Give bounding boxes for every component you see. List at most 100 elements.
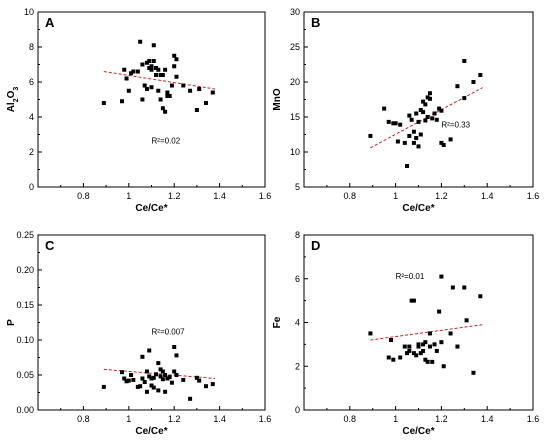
x-tick-label: 1.2 [168,414,181,424]
data-point [439,274,444,279]
data-point [140,354,145,359]
data-point [439,108,444,113]
data-point [129,71,134,76]
data-point [409,117,414,122]
panel-d: 0.8 1 1.2 1.4 1.6 0 2 4 6 8 D Ce/Ce* Fe R²=0.01 [272,230,539,437]
y-tick-label: 0.10 [16,335,34,345]
panel-b: 0.8 1 1.2 1.4 1.6 5 10 15 20 25 30 B Ce/Ce* MnO R²=0.3… [272,7,539,214]
data-point [165,90,170,95]
data-point [101,384,106,389]
y-tick-label: 4 [29,112,34,122]
data-point [411,351,416,356]
data-point [439,340,444,345]
data-point [391,357,396,362]
y-axis-label-part: O [6,90,17,98]
y-tick-label: 25 [290,42,300,52]
data-point [144,389,149,394]
data-point [411,298,416,303]
data-point [414,353,419,358]
y-axis-label: MnO [272,88,283,110]
data-point [126,378,131,383]
panel-label: D [311,238,320,253]
r-squared-label: R²=0.02 [152,136,181,145]
data-point [165,94,170,98]
data-point [398,122,403,127]
panel-label: C [45,238,55,253]
data-point [163,389,168,394]
data-point [197,378,202,383]
data-point [462,59,467,63]
data-point [154,372,159,377]
data-point [194,108,199,112]
plot-frame [303,11,534,188]
y-tick-label: 8 [29,42,34,52]
x-tick-label: 1.6 [527,414,540,424]
x-tick-label: 1 [126,414,131,424]
data-point [441,143,446,147]
data-point [197,87,202,91]
data-point [368,331,373,336]
panel-c: 0.8 1 1.2 1.4 1.6 0.00 0.05 0.10 0.15 0.20 0.25 C Ce… [6,230,271,437]
data-point [471,370,476,375]
x-tick-label: 0.8 [344,191,357,201]
data-point [434,348,439,353]
data-point [414,111,419,116]
data-point [167,375,172,380]
data-point [448,331,453,336]
r-squared-label: R²=0.33 [441,121,470,130]
data-point [421,342,426,347]
data-point [144,369,149,374]
data-point [407,348,412,353]
y-tick-label: 0.25 [16,230,34,240]
data-point [158,73,163,77]
y-axis-label-part: 2 [13,98,20,102]
panel-label: B [311,15,320,30]
data-point [409,298,414,303]
data-point [188,396,193,401]
data-point [194,375,199,380]
data-point [160,377,165,382]
data-point [119,99,124,104]
trend-line [370,324,483,341]
data-point [421,110,426,115]
data-point [167,94,172,98]
data-point [432,111,437,116]
y-tick-label: 0.20 [16,265,34,275]
plot-frame [303,234,534,411]
data-point [172,369,177,374]
data-point [462,96,467,101]
data-point [124,379,129,384]
x-axis-label: Ce/Ce* [135,426,167,437]
data-point [430,116,435,121]
data-point [172,345,177,349]
data-point [439,140,444,145]
data-point [174,353,179,358]
data-point [386,355,391,360]
data-point [144,60,149,65]
y-tick-label: 6 [295,274,300,284]
data-point [210,90,215,95]
data-point [165,376,170,381]
x-tick-label: 1.2 [435,414,448,424]
data-point [427,331,432,336]
data-point [411,140,416,145]
data-point [393,121,398,126]
data-point [425,359,430,364]
data-point [169,83,174,88]
data-point [181,377,186,382]
trend-line [103,71,216,90]
data-point [402,140,407,145]
data-point [147,59,152,63]
data-point [427,96,432,101]
data-point [149,64,154,69]
data-point [129,373,134,377]
y-tick-label: 10 [24,7,34,17]
data-point [149,85,154,90]
x-axis-label: Ce/Ce* [402,426,434,437]
data-point [416,144,421,149]
data-point [181,83,186,88]
data-point [407,113,412,118]
data-point [405,164,410,168]
data-point [425,115,430,119]
